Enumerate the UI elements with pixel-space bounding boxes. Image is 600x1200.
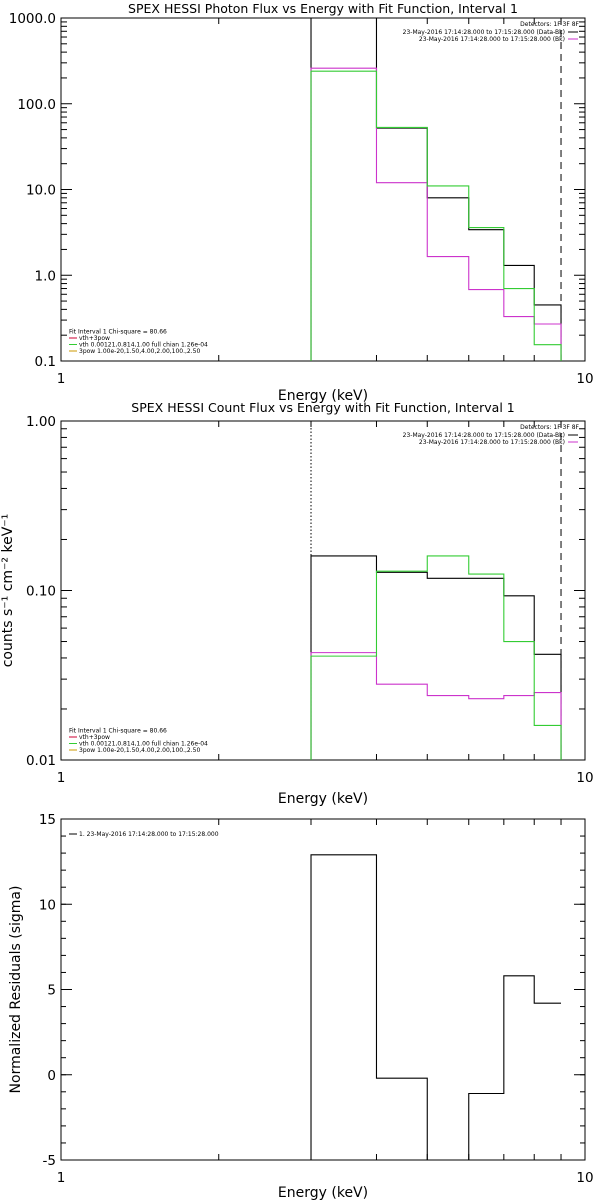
x-axis-label: Energy (keV) (278, 388, 368, 404)
chart-panel-3: 1 10 Energy (keV) -5 0 5 10 15 Normalized Residu… (8, 812, 594, 1200)
y-axis: 0.1 1.0 10.0 100.0 1000.0 (9, 11, 585, 370)
series-residuals-line (310, 854, 562, 1161)
legend-left-entry: 3pow 1.00e-20,1.50,4.00,2.00,100.,2.50 (79, 348, 200, 355)
series-data-bk-line (310, 17, 562, 361)
legend-right-entry: 23-May-2016 17:14:28.000 to 17:15:28.000… (403, 29, 565, 36)
series-vth-3pow-line (310, 70, 562, 361)
y-tick-label: 0 (47, 1068, 56, 1084)
y-tick-label: 5 (47, 983, 56, 999)
legend-right-entry: 23-May-2016 17:14:28.000 to 17:15:28.000… (419, 36, 565, 43)
y-tick-label: 100.0 (17, 97, 56, 113)
legend-left-entry: vth+3pow (79, 734, 110, 741)
y-tick-label: 1000.0 (9, 11, 56, 27)
y-axis: 0.01 0.10 1.00 (26, 414, 585, 769)
y-tick-label: 10 (39, 897, 56, 913)
plot-frame (60, 818, 586, 1161)
x-tick-label: 10 (576, 770, 593, 786)
y-tick-label: 0.01 (26, 753, 56, 769)
chart-panel-2: SPEX HESSI Count Flux vs Energy with Fit… (0, 400, 594, 807)
legend-right-entry: 23-May-2016 17:14:28.000 to 17:15:28.000… (403, 432, 565, 439)
chart-title: SPEX HESSI Photon Flux vs Energy with Fi… (128, 1, 518, 16)
y-tick-label: 0.10 (26, 584, 56, 600)
y-tick-label: 1.0 (35, 268, 56, 284)
y-tick-label: 10.0 (26, 183, 56, 199)
series-vth-3pow-line (310, 555, 562, 760)
y-tick-label: 1.00 (26, 414, 56, 430)
series-data-bk-line (310, 555, 562, 760)
series-bk-line (310, 652, 562, 760)
y-tick-label: 15 (39, 812, 56, 828)
legend-left-entry: 1. 23-May-2016 17:14:28.000 to 17:15:28.… (79, 831, 219, 838)
y-tick-label: 0.1 (35, 354, 56, 370)
x-tick-label: 1 (57, 371, 66, 387)
detectors-label: Detectors: 1F 3F 8F (520, 424, 579, 431)
y-axis-label: Normalized Residuals (sigma) (8, 886, 24, 1094)
fit-info-label: Fit Interval 1 Chi-square = 80.66 (69, 728, 167, 735)
chart-panel-1: SPEX HESSI Photon Flux vs Energy with Fi… (9, 1, 594, 404)
detectors-label: Detectors: 1F 3F 8F (520, 21, 579, 28)
legend-left-entry: vth 0.00121,0.814,1.00 full chian 1.26e-… (79, 342, 208, 349)
series-bk-line (310, 67, 562, 361)
legend-left-entry: vth+3pow (79, 335, 110, 342)
chart-title: SPEX HESSI Count Flux vs Energy with Fit… (131, 400, 514, 415)
legend-right-entry: 23-May-2016 17:14:28.000 to 17:15:28.000… (419, 439, 565, 446)
x-axis-label: Energy (keV) (278, 791, 368, 807)
x-tick-label: 1 (57, 770, 66, 786)
legend-left-entry: 3pow 1.00e-20,1.50,4.00,2.00,100.,2.50 (79, 747, 200, 754)
fit-info-label: Fit Interval 1 Chi-square = 80.66 (69, 329, 167, 336)
legend-left-entry: vth 0.00121,0.814,1.00 full chian 1.26e-… (79, 741, 208, 748)
x-tick-label: 10 (576, 371, 593, 387)
y-axis-label: counts s⁻¹ cm⁻² keV⁻¹ (0, 514, 16, 668)
x-axis-label: Energy (keV) (278, 1185, 368, 1200)
y-axis: -5 0 5 10 15 (39, 812, 585, 1169)
x-tick-label: 10 (576, 1170, 593, 1186)
plot-frame (60, 17, 586, 362)
x-tick-label: 1 (57, 1170, 66, 1186)
x-axis: 1 10 (57, 819, 594, 1186)
y-tick-label: -5 (43, 1153, 56, 1169)
plot-frame (60, 420, 586, 761)
